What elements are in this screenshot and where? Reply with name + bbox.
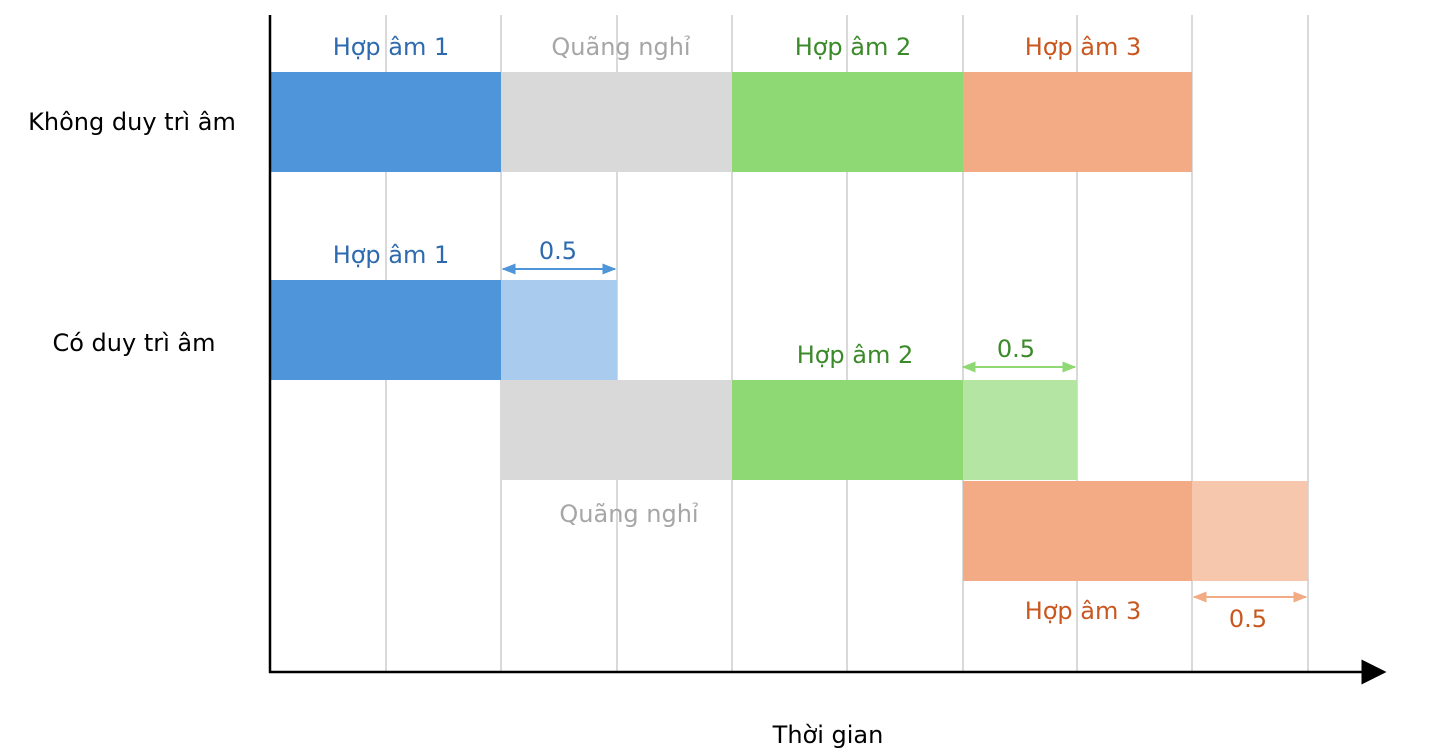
bar-chord-2 (732, 380, 963, 480)
label-rest: Quãng nghỉ (551, 33, 691, 61)
row-label-sustain: Có duy trì âm (52, 329, 215, 357)
row-no-sustain: Hợp âm 1 Quãng nghỉ Hợp âm 2 Hợp âm 3 (270, 33, 1192, 172)
row-sustain: Hợp âm 1 Quãng nghỉ Hợp âm 2 Hợp âm 3 0.… (270, 237, 1308, 633)
label-rest: Quãng nghỉ (559, 500, 699, 528)
label-chord-3: Hợp âm 3 (1025, 33, 1142, 61)
label-chord-1: Hợp âm 1 (333, 33, 450, 61)
row-label-no-sustain: Không duy trì âm (28, 108, 236, 136)
x-axis-label: Thời gian (772, 721, 884, 749)
sustain-label-chord-1: 0.5 (539, 237, 577, 265)
bar-chord-2 (732, 72, 963, 172)
bar-chord-1 (270, 280, 501, 380)
label-chord-2: Hợp âm 2 (797, 341, 914, 369)
bar-chord-3 (963, 72, 1192, 172)
bar-chord-3 (963, 481, 1192, 581)
label-chord-2: Hợp âm 2 (795, 33, 912, 61)
bar-chord-3-sustain (1192, 481, 1308, 581)
bar-chord-1 (270, 72, 501, 172)
bar-rest (501, 380, 732, 480)
bar-chord-1-sustain (501, 280, 617, 380)
label-chord-3: Hợp âm 3 (1025, 597, 1142, 625)
bar-rest (501, 72, 732, 172)
bar-chord-2-sustain (963, 380, 1077, 480)
sustain-label-chord-3: 0.5 (1229, 605, 1267, 633)
sustain-label-chord-2: 0.5 (997, 335, 1035, 363)
label-chord-1: Hợp âm 1 (333, 241, 450, 269)
